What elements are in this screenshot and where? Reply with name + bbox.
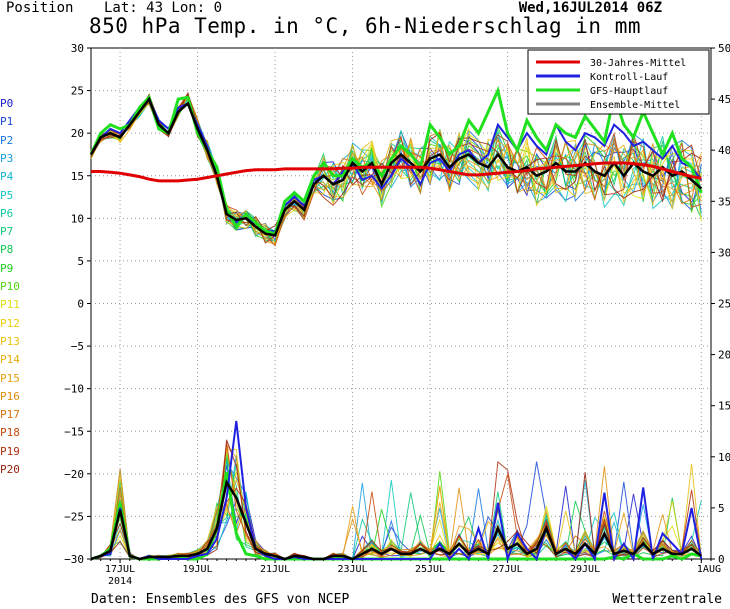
left-tick-label: −5 bbox=[71, 340, 84, 353]
ensemble-member-label: P19 bbox=[0, 444, 20, 458]
x-tick-label: 25JUL bbox=[415, 564, 445, 575]
left-tick-label: 20 bbox=[71, 127, 84, 140]
run-date: Wed,16JUL2014 06Z bbox=[518, 0, 662, 16]
left-tick-label: −15 bbox=[64, 425, 84, 438]
data-source: Daten: Ensembles des GFS von NCEP bbox=[91, 592, 350, 607]
legend-entry-label: Kontroll-Lauf bbox=[590, 72, 668, 83]
ensemble-member-label: P15 bbox=[0, 371, 20, 385]
ensemble-member-label: P1 bbox=[0, 115, 14, 129]
ensemble-member-label: P4 bbox=[0, 170, 14, 184]
right-tick-label: 35 bbox=[718, 195, 730, 208]
right-tick-label: 30 bbox=[718, 246, 730, 259]
lat-lon-label: Lat: 43 Lon: 0 bbox=[104, 0, 223, 16]
x-year-label: 2014 bbox=[108, 576, 132, 587]
right-tick-label: 25 bbox=[718, 298, 730, 311]
x-tick-label: 29JUL bbox=[570, 564, 600, 575]
ensemble-member-label: P10 bbox=[0, 280, 20, 293]
ensemble-member-label: P20 bbox=[0, 463, 20, 476]
left-tick-label: 5 bbox=[77, 255, 84, 268]
x-tick-label: 19JUL bbox=[183, 564, 213, 575]
ensemble-member-label: P3 bbox=[0, 151, 14, 165]
x-tick-label: 23JUL bbox=[338, 564, 368, 575]
main-series-lines bbox=[89, 85, 703, 563]
x-tick-label: 21JUL bbox=[260, 564, 290, 575]
left-tick-label: −25 bbox=[64, 510, 84, 523]
x-tick-label: 1AUG bbox=[697, 564, 721, 575]
ensemble-member-label: P9 bbox=[0, 261, 14, 275]
left-axis-ticks: 30 25 20 15 10 5 0 −5 −10 −15 −20 −25 −30 bbox=[64, 42, 91, 566]
right-tick-label: 40 bbox=[718, 144, 730, 157]
ensemble-member-label: P18 bbox=[0, 426, 20, 440]
ensemble-mean-precip-line bbox=[90, 479, 703, 561]
right-tick-label: 20 bbox=[718, 349, 730, 362]
x-axis-ticks: 17JUL 19JUL 21JUL 23JUL 25JUL 27JUL 29JUL 1AUG 2… bbox=[90, 559, 721, 587]
ensemble-member-label: P0 bbox=[0, 97, 14, 110]
left-tick-label: −20 bbox=[64, 468, 84, 481]
right-tick-label: 50 bbox=[718, 42, 730, 55]
ensemble-member-label: P5 bbox=[0, 188, 14, 202]
left-tick-label: −30 bbox=[64, 553, 84, 566]
ensemble-member-label: P12 bbox=[0, 316, 20, 330]
control-precip-line bbox=[90, 420, 703, 563]
legend-entry-label: 30-Jahres-Mittel bbox=[590, 58, 686, 69]
left-tick-label: 30 bbox=[71, 42, 84, 55]
ensemble-member-label: P8 bbox=[0, 243, 14, 257]
ensemble-member-temp-line bbox=[90, 91, 702, 232]
right-tick-label: 45 bbox=[718, 93, 730, 106]
position-label: Position bbox=[6, 0, 74, 16]
left-tick-label: −10 bbox=[64, 383, 84, 396]
x-tick-label: 27JUL bbox=[493, 564, 523, 575]
right-tick-label: 5 bbox=[718, 502, 725, 515]
ensemble-member-label: P14 bbox=[0, 353, 20, 367]
right-tick-label: 0 bbox=[718, 553, 725, 566]
ensemble-member-label: P13 bbox=[0, 334, 20, 348]
x-tick-label: 17JUL bbox=[105, 564, 135, 575]
legend: 30-Jahres-Mittel Kontroll-Lauf GFS-Hauptla… bbox=[527, 49, 710, 115]
left-tick-label: 25 bbox=[71, 85, 84, 98]
ensemble-member-label: P7 bbox=[0, 225, 14, 239]
chart-title: 850 hPa Temp. in °C, 6h-Niederschlag in … bbox=[88, 14, 641, 38]
right-tick-label: 10 bbox=[718, 451, 730, 464]
left-tick-label: 15 bbox=[71, 170, 84, 183]
ensemble-mean-temp-line bbox=[89, 96, 703, 237]
legend-entry-label: Ensemble-Mittel bbox=[590, 100, 680, 111]
ensemble-member-label: P17 bbox=[0, 408, 20, 422]
ensemble-member-label: P6 bbox=[0, 206, 14, 220]
left-tick-label: 10 bbox=[71, 212, 84, 225]
climatology-temp-line bbox=[91, 161, 702, 183]
ensemble-member-label: P11 bbox=[0, 298, 20, 312]
ensemble-member-label: P16 bbox=[0, 389, 20, 403]
left-tick-label: 0 bbox=[77, 298, 84, 311]
legend-entry-label: GFS-Hauptlauf bbox=[590, 86, 668, 97]
right-tick-label: 15 bbox=[718, 400, 730, 413]
brand-label: Wetterzentrale bbox=[612, 592, 722, 607]
ensemble-member-label: P2 bbox=[0, 133, 14, 147]
